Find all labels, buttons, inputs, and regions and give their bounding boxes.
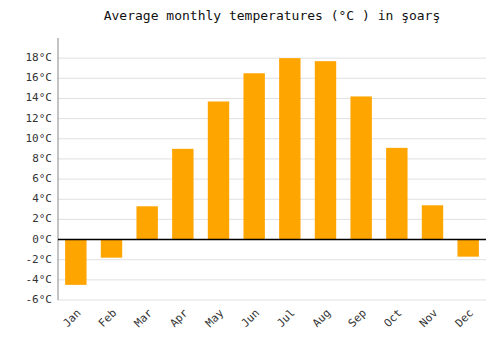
grid-line (58, 300, 486, 301)
chart-container: -6°C -4°C -2°C 0°C 2°C 4°C 6°C 8°C 10°C 12°C 14°C 1… (0, 0, 500, 350)
y-tick-label: 14°C (26, 91, 53, 104)
grid-line (58, 98, 486, 99)
x-tick-label: Dec (453, 307, 476, 330)
x-tick-label: Nov (417, 306, 441, 330)
y-tick-label: 0°C (32, 233, 52, 246)
grid-line (58, 179, 486, 180)
x-tick-label: Mar (132, 306, 156, 330)
grid-line (58, 118, 486, 119)
y-tick-label: 16°C (26, 71, 53, 84)
y-ticks: -6°C -4°C -2°C 0°C 2°C 4°C 6°C 8°C 10°C 12°C 14°C 1… (26, 51, 53, 306)
grid-line (58, 259, 486, 260)
title: Average monthly temperatures (°C ) in şo… (104, 8, 441, 23)
bar (422, 205, 443, 239)
bar (208, 101, 229, 239)
y-tick-label: -6°C (26, 293, 53, 306)
chart-svg: -6°C -4°C -2°C 0°C 2°C 4°C 6°C 8°C 10°C 12°C 14°C 1… (0, 0, 500, 350)
y-tick-label: 12°C (26, 112, 53, 125)
x-tick-label: Jan (60, 307, 83, 330)
grid-line (58, 138, 486, 139)
bar (172, 149, 193, 240)
x-tick-label: Aug (310, 307, 333, 330)
bars (65, 58, 479, 285)
x-tick-label: Apr (167, 306, 191, 330)
grid (58, 58, 486, 300)
bar (101, 240, 122, 258)
bar (386, 148, 407, 240)
x-tick-label: Jul (274, 307, 297, 330)
bar (350, 96, 371, 239)
x-tick-label: Feb (96, 307, 119, 330)
bar (457, 240, 478, 257)
grid-line (58, 199, 486, 200)
grid-line (58, 279, 486, 280)
grid-line (58, 158, 486, 159)
x-tick-label: Sep (346, 307, 369, 330)
bar (279, 58, 300, 239)
x-tick-label: May (203, 306, 227, 330)
x-tick-label: Oct (381, 307, 404, 330)
x-ticks: Jan Feb Mar Apr May Jun Jul Aug Sep Oct Nov Dec (60, 306, 476, 330)
y-tick-label: 8°C (32, 152, 52, 165)
bar (65, 240, 86, 285)
y-tick-label: 6°C (32, 172, 52, 185)
grid-line (58, 58, 486, 59)
y-tick-label: 10°C (26, 132, 53, 145)
y-tick-label: 4°C (32, 192, 52, 205)
y-tick-label: 2°C (32, 212, 52, 225)
bar (243, 73, 264, 239)
y-axis-line (58, 38, 59, 300)
zero-line (58, 239, 486, 241)
bar (315, 61, 336, 239)
bar (136, 206, 157, 239)
x-tick-label: Jun (239, 307, 262, 330)
grid-line (58, 78, 486, 79)
y-tick-label: 18°C (26, 51, 53, 64)
y-tick-label: -2°C (26, 253, 53, 266)
y-tick-label: -4°C (26, 273, 53, 286)
grid-line (58, 239, 486, 240)
